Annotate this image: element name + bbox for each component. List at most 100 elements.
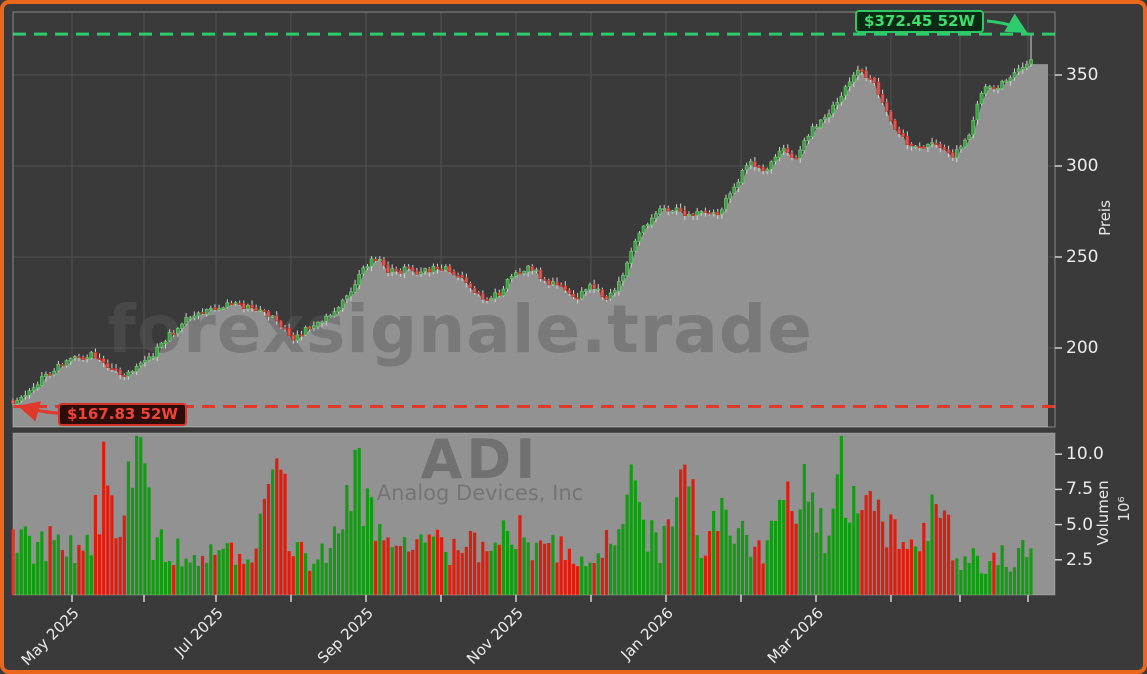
volume-bar-up	[658, 563, 662, 595]
candle-up	[526, 265, 531, 273]
candle-up	[1016, 68, 1021, 73]
candle-up	[856, 69, 860, 76]
candle-up	[959, 146, 963, 150]
volume-bar-up	[967, 563, 971, 595]
candle-up	[324, 315, 329, 322]
candle-up	[996, 88, 1000, 91]
candle-up	[827, 113, 831, 119]
volume-bar-down	[411, 549, 415, 595]
volume-bar-down	[868, 490, 872, 595]
candle-up	[608, 292, 613, 300]
volume-bar-up	[777, 499, 782, 595]
candle-down	[876, 81, 881, 95]
candle-up	[509, 276, 514, 280]
candle-up	[728, 193, 732, 200]
volume-bar-up	[258, 513, 262, 595]
candle-up	[19, 396, 24, 402]
volume-bar-up	[856, 513, 860, 595]
candle-up	[748, 161, 753, 166]
candle-up	[802, 140, 807, 152]
volume-bar-up	[584, 566, 588, 595]
candle-down	[262, 309, 267, 312]
candle-down	[435, 266, 440, 270]
candle-up	[295, 334, 300, 341]
candle-down	[600, 289, 605, 298]
candle-up	[192, 315, 197, 319]
volume-bar-down	[881, 521, 885, 595]
volume-bar-down	[287, 551, 291, 595]
candle-down	[406, 266, 411, 269]
volume-bar-down	[81, 550, 85, 595]
volume-bar-up	[192, 555, 196, 595]
volume-bar-up	[271, 469, 275, 595]
volume-bar-up	[670, 526, 675, 595]
volume-bar-down	[238, 553, 242, 595]
volume-bar-down	[435, 529, 440, 595]
candle-up	[987, 86, 992, 89]
candle-down	[237, 302, 242, 305]
volume-bar-up	[551, 534, 555, 595]
candle-down	[105, 362, 110, 368]
volume-bar-up	[324, 562, 328, 595]
volume-bar-down	[477, 562, 481, 595]
volume-bar-up	[40, 531, 44, 595]
candle-down	[307, 326, 312, 330]
candle-up	[349, 291, 353, 297]
volume-bar-down	[275, 458, 279, 595]
volume-bar-up	[712, 510, 716, 595]
candle-up	[732, 186, 737, 194]
volume-bar-down	[452, 538, 456, 595]
candle-up	[736, 181, 741, 188]
candle-up	[85, 357, 90, 360]
volume-bar-down	[456, 550, 460, 595]
volume-bar-down	[106, 485, 110, 595]
candle-down	[279, 320, 283, 328]
candle-down	[889, 111, 893, 122]
volume-bar-down	[254, 548, 258, 595]
candle-up	[225, 302, 230, 308]
candle-down	[946, 149, 951, 154]
candle-down	[934, 142, 939, 145]
volume-bar-down	[262, 498, 267, 595]
candle-up	[534, 269, 539, 272]
volume-bar-up	[773, 520, 778, 595]
candle-up	[163, 341, 168, 345]
candle-up	[633, 240, 638, 252]
candle-down	[81, 357, 85, 361]
candle-up	[419, 271, 423, 275]
candle-down	[868, 77, 873, 80]
volume-bar-up	[831, 508, 835, 595]
volume-bar-up	[810, 492, 815, 595]
volume-bar-up	[357, 448, 361, 595]
volume-bar-up	[1000, 545, 1004, 595]
candle-up	[31, 387, 36, 392]
candle-up	[979, 93, 984, 105]
site-watermark: forexsignale.trade	[107, 291, 813, 368]
candle-up	[954, 149, 959, 159]
volume-bar-up	[505, 531, 510, 595]
volume-bar-up	[159, 529, 163, 595]
candle-down	[785, 147, 790, 153]
volume-bar-up	[621, 524, 625, 595]
candle-up	[402, 266, 407, 274]
volume-bar-up	[609, 543, 613, 595]
candle-down	[110, 367, 114, 370]
volume-bar-up	[724, 509, 728, 595]
candle-up	[670, 210, 675, 213]
candle-down	[464, 277, 469, 283]
candle-up	[649, 217, 654, 226]
candle-down	[77, 356, 81, 359]
candle-up	[930, 142, 934, 145]
candle-down	[571, 293, 576, 298]
candle-up	[551, 281, 555, 285]
candle-down	[666, 207, 671, 212]
volume-bar-down	[60, 550, 65, 595]
candle-down	[794, 157, 798, 160]
volume-bar-up	[85, 534, 89, 595]
candle-up	[1004, 80, 1009, 83]
candle-down	[93, 352, 98, 359]
volume-bar-up	[225, 543, 229, 595]
volume-bar-down	[547, 543, 551, 595]
volume-bar-up	[625, 494, 629, 595]
